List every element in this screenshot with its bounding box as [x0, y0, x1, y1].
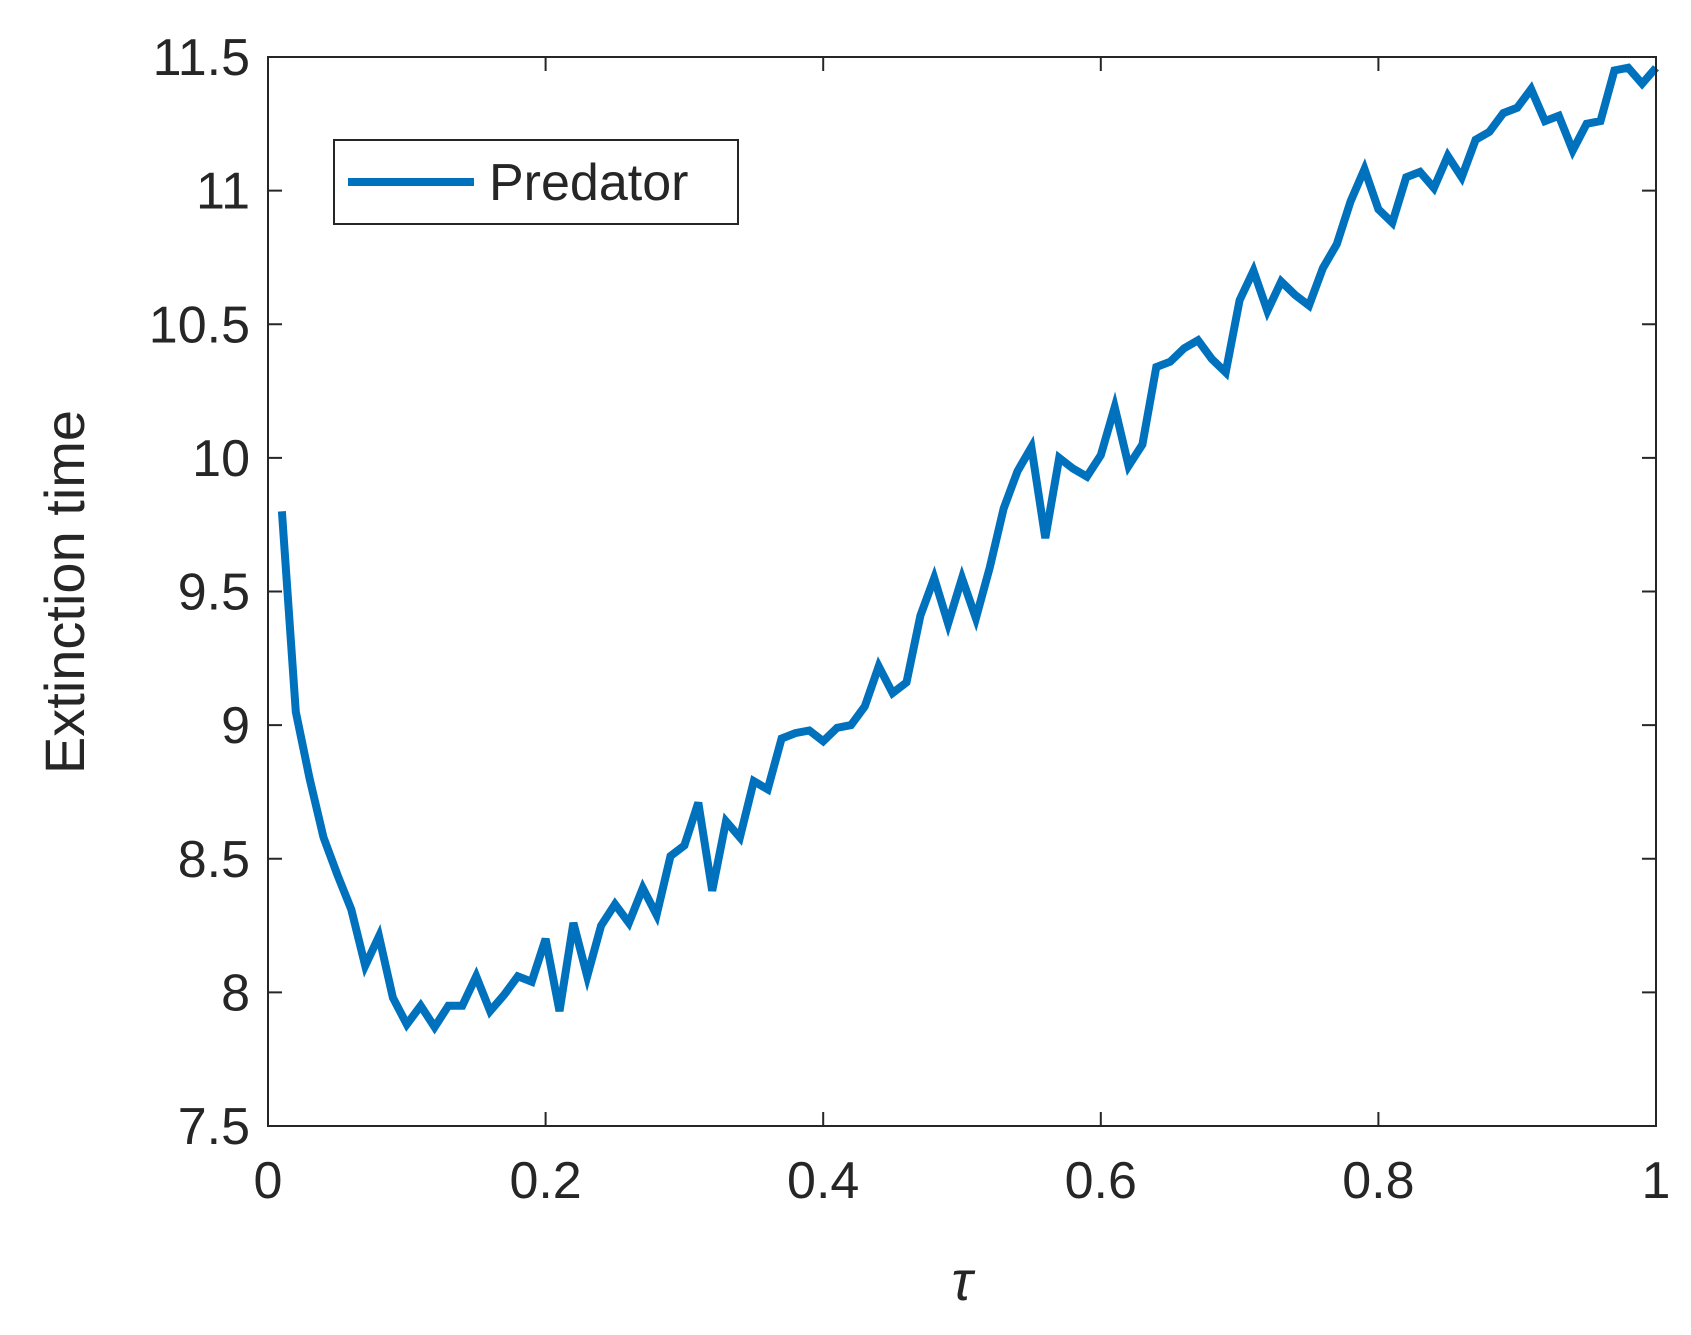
y-tick-label: 9: [221, 697, 250, 755]
y-tick-label: 8: [221, 964, 250, 1022]
y-tick-label: 7.5: [178, 1098, 250, 1156]
y-tick-label: 11: [196, 163, 250, 221]
x-tick-label: 0.4: [787, 1152, 859, 1210]
x-tick-label: 0.6: [1065, 1152, 1137, 1210]
y-axis-label: Extinction time: [33, 410, 96, 774]
y-tick-label: 10: [192, 430, 250, 488]
legend[interactable]: Predator: [334, 140, 738, 224]
y-tick-label: 11.5: [153, 29, 250, 87]
legend-label-predator: Predator: [489, 154, 688, 212]
x-tick-label: 0.2: [509, 1152, 581, 1210]
y-tick-label: 10.5: [149, 296, 250, 354]
x-axis-label: τ: [952, 1249, 976, 1312]
y-tick-label: 9.5: [178, 564, 250, 622]
x-tick-label: 0: [254, 1152, 283, 1210]
y-tick-label: 8.5: [178, 831, 250, 889]
x-tick-label: 0.8: [1342, 1152, 1414, 1210]
x-tick-label: 1: [1642, 1152, 1671, 1210]
